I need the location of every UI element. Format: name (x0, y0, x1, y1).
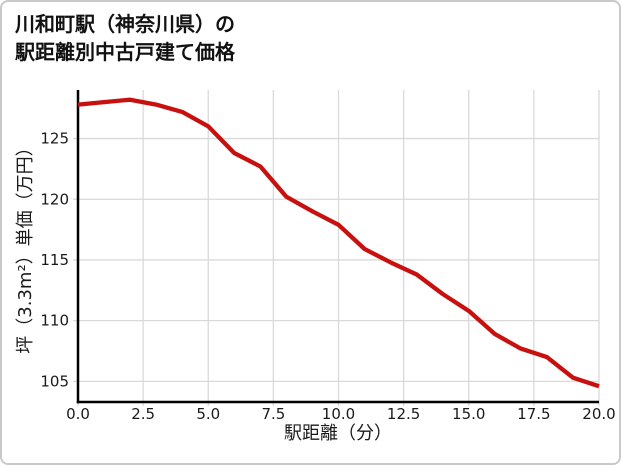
y-tick-label: 105 (40, 372, 69, 390)
price-line (77, 97, 600, 389)
x-tick-label: 20.0 (582, 405, 615, 423)
y-tick-label: 110 (40, 312, 69, 330)
chart-title-line2: 駅距離別中古戸建て価格 (15, 40, 235, 64)
y-tick-label: 120 (40, 190, 69, 208)
x-tick-label: 15.0 (452, 405, 485, 423)
chart-title-line1: 川和町駅（神奈川県）の (15, 12, 235, 36)
x-tick-label: 17.5 (517, 405, 550, 423)
x-tick-label: 2.5 (131, 405, 155, 423)
chart-title: 川和町駅（神奈川県）の 駅距離別中古戸建て価格 (15, 10, 235, 66)
x-tick-label: 0.0 (66, 405, 90, 423)
x-tick-label: 7.5 (261, 405, 285, 423)
y-tick-label: 115 (40, 251, 69, 269)
x-axis-label: 駅距離（分） (284, 423, 392, 444)
y-tick-label: 125 (40, 130, 69, 148)
x-tick-label: 5.0 (196, 405, 220, 423)
x-tick-label: 12.5 (387, 405, 420, 423)
x-tick-label: 10.0 (322, 405, 355, 423)
